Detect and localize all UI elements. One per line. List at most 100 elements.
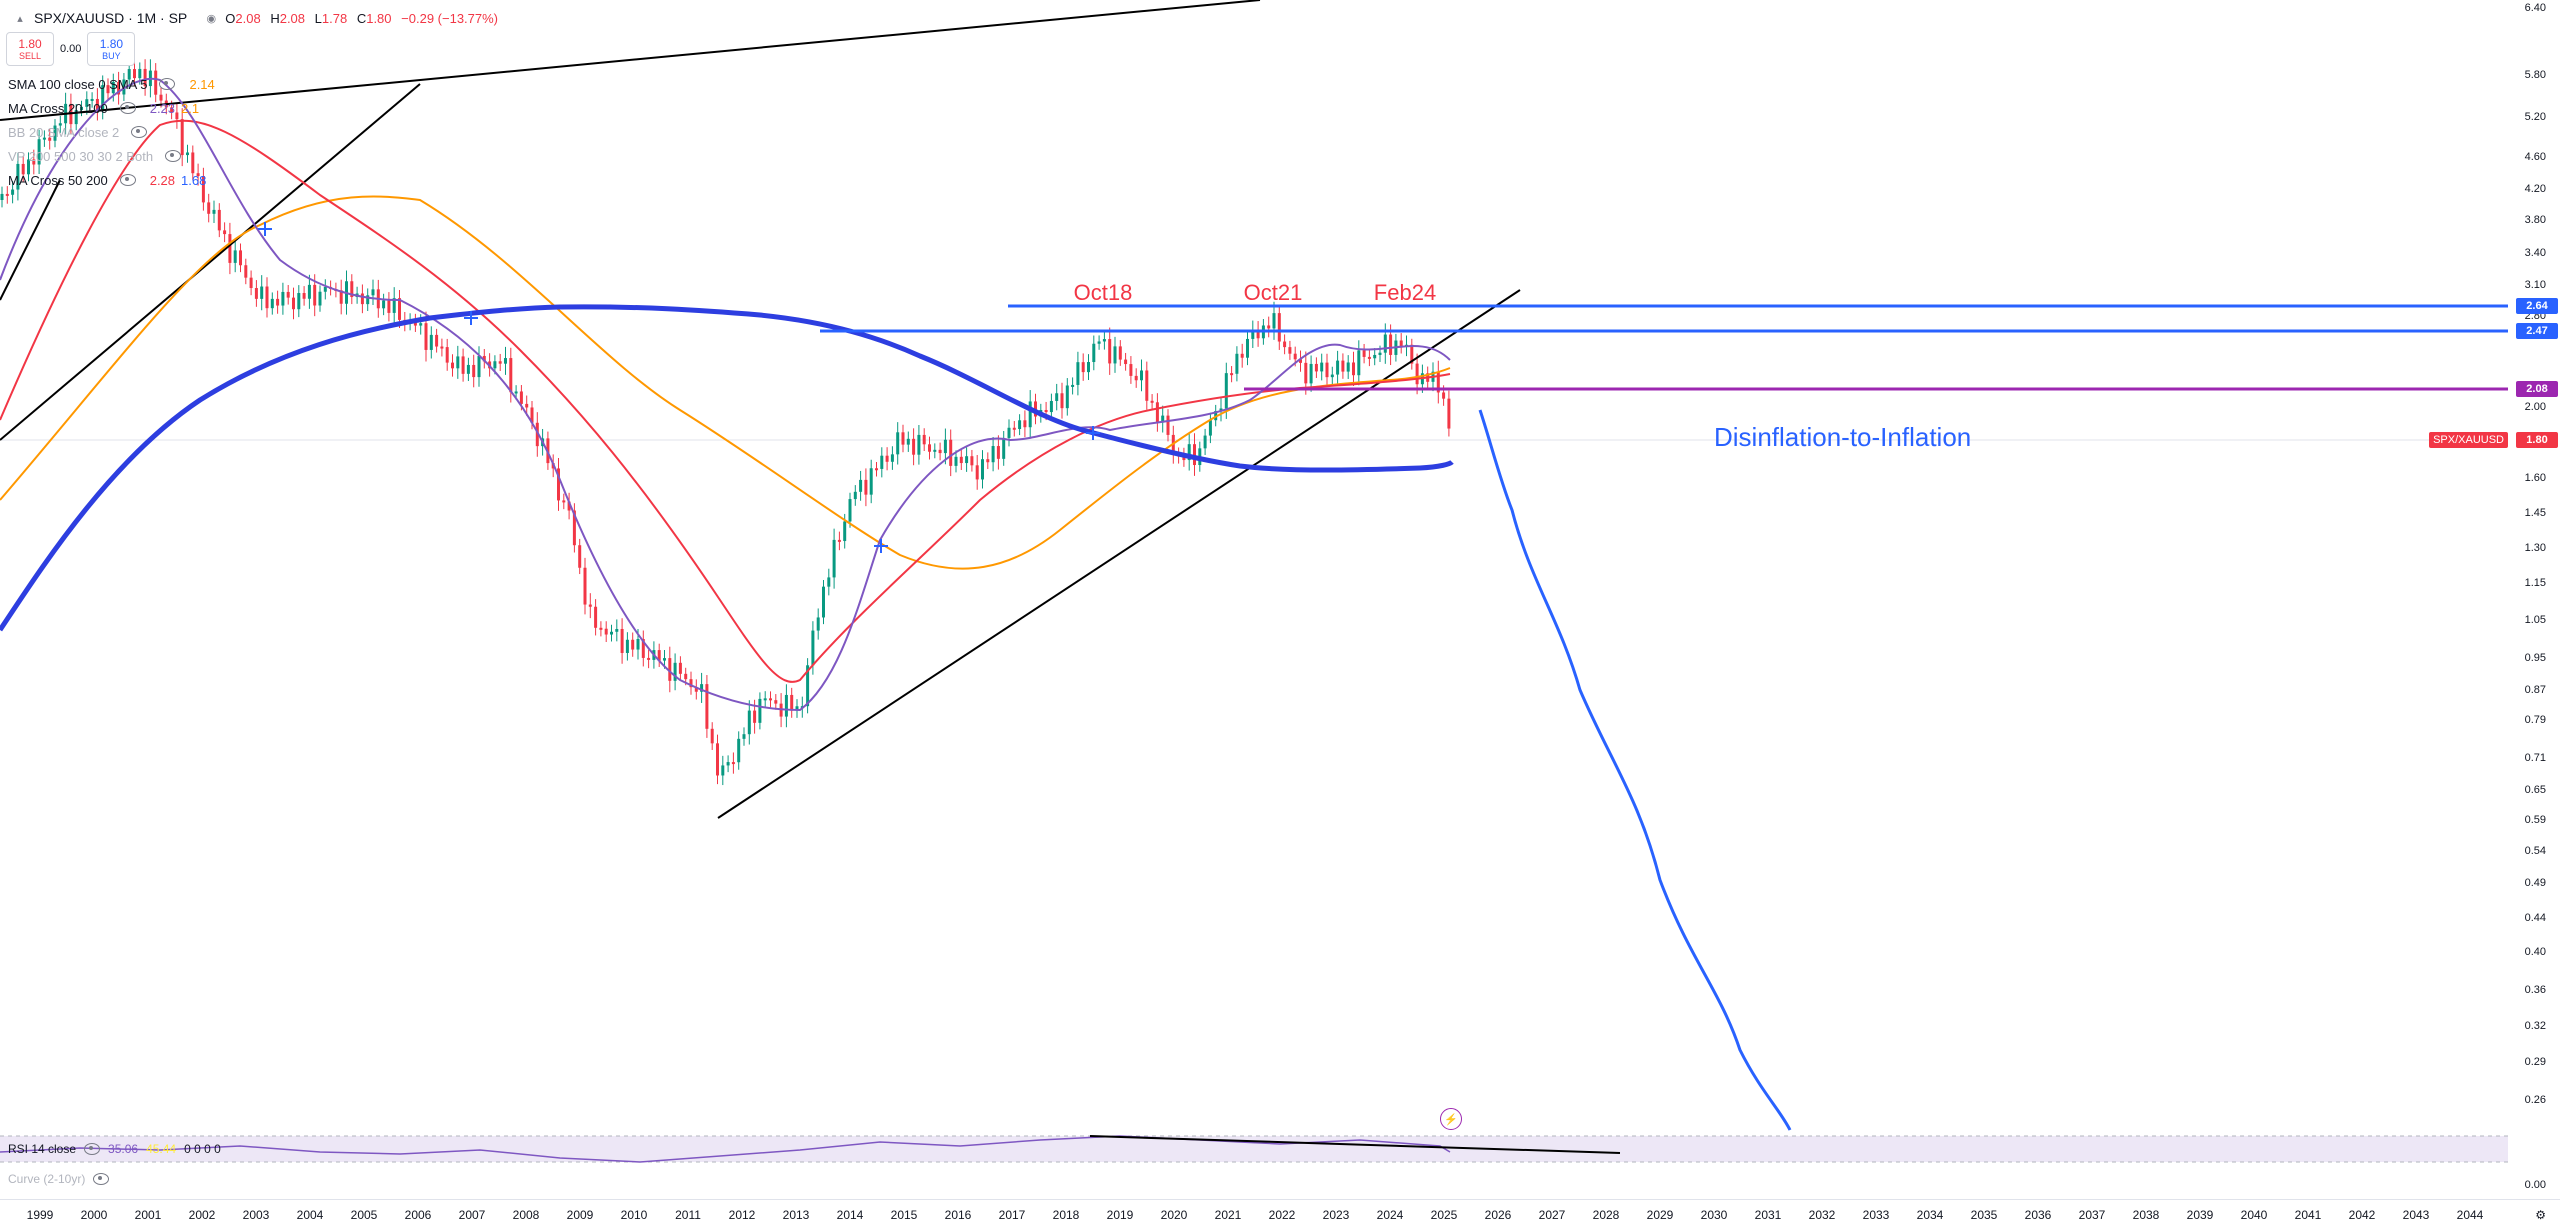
candle-body	[1134, 375, 1138, 381]
candle-body	[1357, 350, 1361, 376]
candle-body	[880, 455, 884, 469]
candle-body	[525, 403, 529, 408]
eye-icon[interactable]	[119, 174, 136, 186]
candle-body	[472, 364, 476, 378]
candle-body	[101, 85, 105, 110]
price-label: 2.08	[2516, 381, 2558, 397]
candle-body	[196, 173, 200, 177]
candle-body	[217, 209, 221, 231]
candle-body	[281, 291, 285, 306]
candle-body	[1330, 374, 1334, 378]
candle-body	[578, 545, 582, 568]
gear-icon[interactable]: ⚙	[2535, 1208, 2546, 1222]
indicator-row-ma-cross-50-200[interactable]: MA Cross 50 200 2.28 1.68	[8, 168, 215, 192]
candle-body	[42, 137, 46, 140]
indicator-row-bb[interactable]: BB 20 SMA close 2	[8, 120, 215, 144]
indicator-value: 2.14	[189, 76, 215, 92]
collapse-chevron-icon[interactable]: ▴	[17, 12, 23, 25]
time-tick: 2000	[80, 1208, 108, 1222]
trendline-left	[0, 179, 61, 301]
candle-body	[1193, 444, 1196, 466]
candle-body	[191, 152, 195, 174]
eye-icon[interactable]	[93, 1173, 110, 1185]
time-tick: 2036	[2024, 1208, 2052, 1222]
candle-body	[784, 694, 788, 717]
candle-body	[1140, 370, 1143, 381]
candle-body	[726, 762, 730, 766]
time-tick: 2033	[1862, 1208, 1890, 1222]
eye-icon[interactable]	[165, 150, 182, 162]
candle-body	[594, 606, 598, 628]
candle-body	[254, 288, 258, 299]
candle-body	[1224, 373, 1228, 409]
candle-body	[461, 356, 465, 374]
candle-body	[684, 673, 688, 680]
candle-body	[599, 627, 603, 630]
candle-body	[1002, 437, 1006, 459]
indicator-row-vp[interactable]: VP 200 500 30 30 2 Both	[8, 144, 215, 168]
candle-body	[1230, 373, 1234, 376]
candle-body	[822, 586, 825, 618]
price-tick: 1.15	[2524, 577, 2546, 589]
time-tick: 2038	[2132, 1208, 2160, 1222]
indicator-row-sma100[interactable]: SMA 100 close 0 SMA 5 2.14	[8, 72, 215, 96]
candle-body	[1299, 359, 1302, 363]
candle-body	[159, 94, 163, 101]
candle-body	[318, 291, 322, 306]
price-tick: 0.49	[2524, 877, 2546, 889]
candle-body	[678, 662, 682, 674]
time-tick: 2042	[2348, 1208, 2376, 1222]
candle-body	[1399, 340, 1403, 347]
candle-body	[912, 438, 916, 455]
symbol-title[interactable]: SPX/XAUUSD · 1M · SP	[34, 10, 188, 26]
candle-body	[917, 434, 921, 455]
candle-body	[610, 631, 613, 635]
eye-icon[interactable]	[131, 126, 148, 138]
curve-legend[interactable]: Curve (2-10yr)	[8, 1170, 117, 1188]
price-tick: 0.44	[2524, 912, 2546, 924]
candle-body	[731, 762, 735, 765]
candle-body	[625, 639, 629, 653]
candle-body	[1373, 354, 1377, 359]
candle-body	[631, 639, 635, 650]
candle-body	[1447, 398, 1451, 429]
eye-icon[interactable]	[119, 102, 136, 114]
candle-body	[302, 293, 306, 299]
candle-body	[1346, 362, 1350, 372]
sell-button[interactable]: 1.80 SELL	[6, 32, 54, 66]
candle-body	[366, 295, 370, 305]
rsi-legend[interactable]: RSI 14 close 35.06 45.44 0 0 0 0	[8, 1140, 221, 1158]
indicator-legend: SMA 100 close 0 SMA 5 2.14 MA Cross 20 1…	[8, 72, 215, 192]
candle-body	[1314, 363, 1318, 372]
candle-body	[869, 468, 873, 495]
indicator-value: 1.68	[181, 172, 207, 188]
time-tick: 2007	[458, 1208, 486, 1222]
indicator-name: SMA 100 close 0 SMA 5	[8, 76, 148, 92]
eye-icon[interactable]	[159, 78, 176, 90]
candle-body	[244, 265, 248, 278]
buy-button[interactable]: 1.80 BUY	[87, 32, 136, 66]
candle-body	[1118, 346, 1122, 360]
candle-body	[763, 698, 767, 701]
candle-body	[949, 439, 953, 466]
price-chart-canvas[interactable]	[0, 0, 2560, 1200]
time-scale[interactable]: ⚙ 1999 2000 2001 2002 2003 2004 2005 2006 2007 20…	[0, 1199, 2560, 1228]
price-scale[interactable]: 6.405.805.204.604.203.803.403.102.802.20…	[2510, 0, 2560, 1200]
candle-body	[85, 99, 89, 107]
candle-body	[1161, 415, 1165, 423]
candle-body	[769, 698, 772, 701]
indicator-name: BB 20 SMA close 2	[8, 124, 120, 140]
flash-icon[interactable]: ⚡	[1440, 1108, 1462, 1130]
candle-body	[1124, 359, 1128, 365]
indicator-row-ma-cross-20-100[interactable]: MA Cross 20 100 2.23 2.1	[8, 96, 215, 120]
candle-body	[986, 459, 990, 463]
candle-body	[1129, 364, 1133, 376]
candle-body	[1383, 334, 1387, 353]
candle-body	[859, 479, 863, 492]
settings-dots-icon[interactable]: ◉	[206, 12, 217, 25]
time-tick: 2004	[296, 1208, 324, 1222]
price-tick: 1.30	[2524, 542, 2546, 554]
time-tick: 2017	[998, 1208, 1026, 1222]
price-tick: 0.71	[2524, 752, 2546, 764]
eye-icon[interactable]	[84, 1143, 101, 1155]
